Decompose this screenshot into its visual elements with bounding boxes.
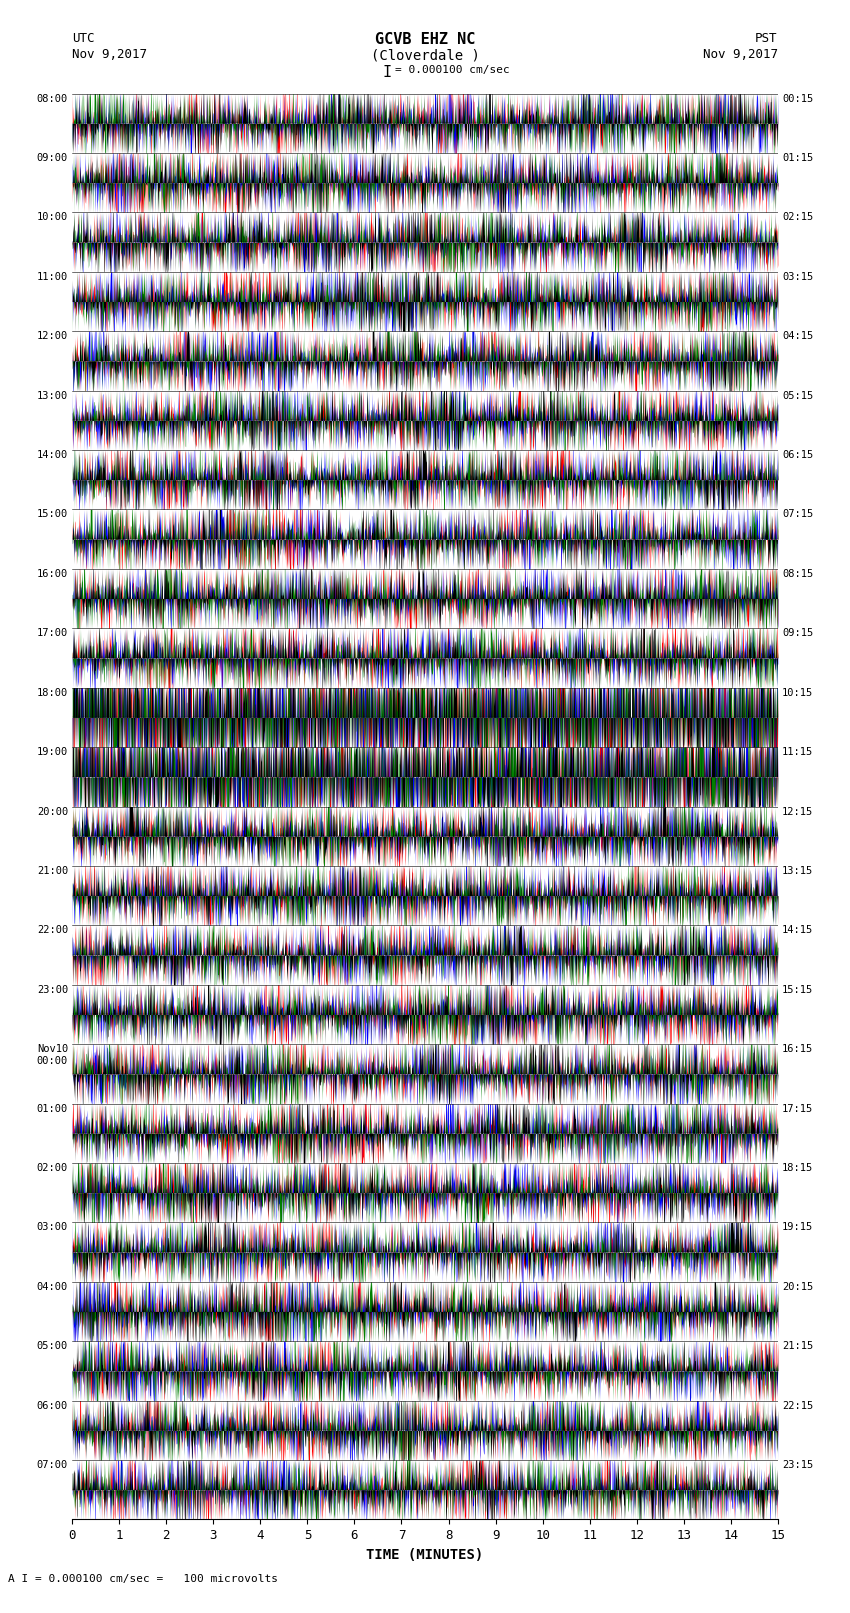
Text: 13:00: 13:00 bbox=[37, 390, 68, 400]
Text: 04:15: 04:15 bbox=[782, 331, 813, 342]
Text: 22:15: 22:15 bbox=[782, 1400, 813, 1411]
Text: (Cloverdale ): (Cloverdale ) bbox=[371, 48, 479, 63]
Text: = 0.000100 cm/sec: = 0.000100 cm/sec bbox=[395, 65, 510, 74]
Text: PST: PST bbox=[756, 32, 778, 45]
Text: 19:15: 19:15 bbox=[782, 1223, 813, 1232]
Text: 05:15: 05:15 bbox=[782, 390, 813, 400]
Text: 07:00: 07:00 bbox=[37, 1460, 68, 1469]
Text: 10:15: 10:15 bbox=[782, 687, 813, 698]
Text: 02:15: 02:15 bbox=[782, 213, 813, 223]
Text: 06:15: 06:15 bbox=[782, 450, 813, 460]
Text: 20:00: 20:00 bbox=[37, 806, 68, 816]
Text: 19:00: 19:00 bbox=[37, 747, 68, 756]
Text: 13:15: 13:15 bbox=[782, 866, 813, 876]
Text: 16:15: 16:15 bbox=[782, 1044, 813, 1055]
Text: 14:15: 14:15 bbox=[782, 926, 813, 936]
Text: 21:15: 21:15 bbox=[782, 1342, 813, 1352]
Text: 23:15: 23:15 bbox=[782, 1460, 813, 1469]
Text: 01:00: 01:00 bbox=[37, 1103, 68, 1113]
Text: 02:00: 02:00 bbox=[37, 1163, 68, 1173]
Text: 00:15: 00:15 bbox=[782, 94, 813, 103]
Text: 08:15: 08:15 bbox=[782, 569, 813, 579]
Text: 04:00: 04:00 bbox=[37, 1282, 68, 1292]
Text: 23:00: 23:00 bbox=[37, 984, 68, 995]
Text: 06:00: 06:00 bbox=[37, 1400, 68, 1411]
Text: 18:00: 18:00 bbox=[37, 687, 68, 698]
Text: 15:15: 15:15 bbox=[782, 984, 813, 995]
X-axis label: TIME (MINUTES): TIME (MINUTES) bbox=[366, 1548, 484, 1561]
Text: 17:00: 17:00 bbox=[37, 627, 68, 639]
Text: 03:00: 03:00 bbox=[37, 1223, 68, 1232]
Text: 11:15: 11:15 bbox=[782, 747, 813, 756]
Text: 07:15: 07:15 bbox=[782, 510, 813, 519]
Text: Nov 9,2017: Nov 9,2017 bbox=[703, 48, 778, 61]
Text: 12:15: 12:15 bbox=[782, 806, 813, 816]
Text: 03:15: 03:15 bbox=[782, 273, 813, 282]
Text: A I = 0.000100 cm/sec =   100 microvolts: A I = 0.000100 cm/sec = 100 microvolts bbox=[8, 1574, 279, 1584]
Text: 10:00: 10:00 bbox=[37, 213, 68, 223]
Text: 05:00: 05:00 bbox=[37, 1342, 68, 1352]
Text: 16:00: 16:00 bbox=[37, 569, 68, 579]
Text: Nov 9,2017: Nov 9,2017 bbox=[72, 48, 147, 61]
Text: 01:15: 01:15 bbox=[782, 153, 813, 163]
Text: 12:00: 12:00 bbox=[37, 331, 68, 342]
Text: 15:00: 15:00 bbox=[37, 510, 68, 519]
Text: 08:00: 08:00 bbox=[37, 94, 68, 103]
Text: GCVB EHZ NC: GCVB EHZ NC bbox=[375, 32, 475, 47]
Text: 20:15: 20:15 bbox=[782, 1282, 813, 1292]
Text: 11:00: 11:00 bbox=[37, 273, 68, 282]
Text: 22:00: 22:00 bbox=[37, 926, 68, 936]
Text: I: I bbox=[382, 65, 391, 79]
Text: Nov10
00:00: Nov10 00:00 bbox=[37, 1044, 68, 1066]
Text: 17:15: 17:15 bbox=[782, 1103, 813, 1113]
Text: 09:00: 09:00 bbox=[37, 153, 68, 163]
Text: UTC: UTC bbox=[72, 32, 94, 45]
Text: 09:15: 09:15 bbox=[782, 627, 813, 639]
Text: 21:00: 21:00 bbox=[37, 866, 68, 876]
Text: 18:15: 18:15 bbox=[782, 1163, 813, 1173]
Text: 14:00: 14:00 bbox=[37, 450, 68, 460]
